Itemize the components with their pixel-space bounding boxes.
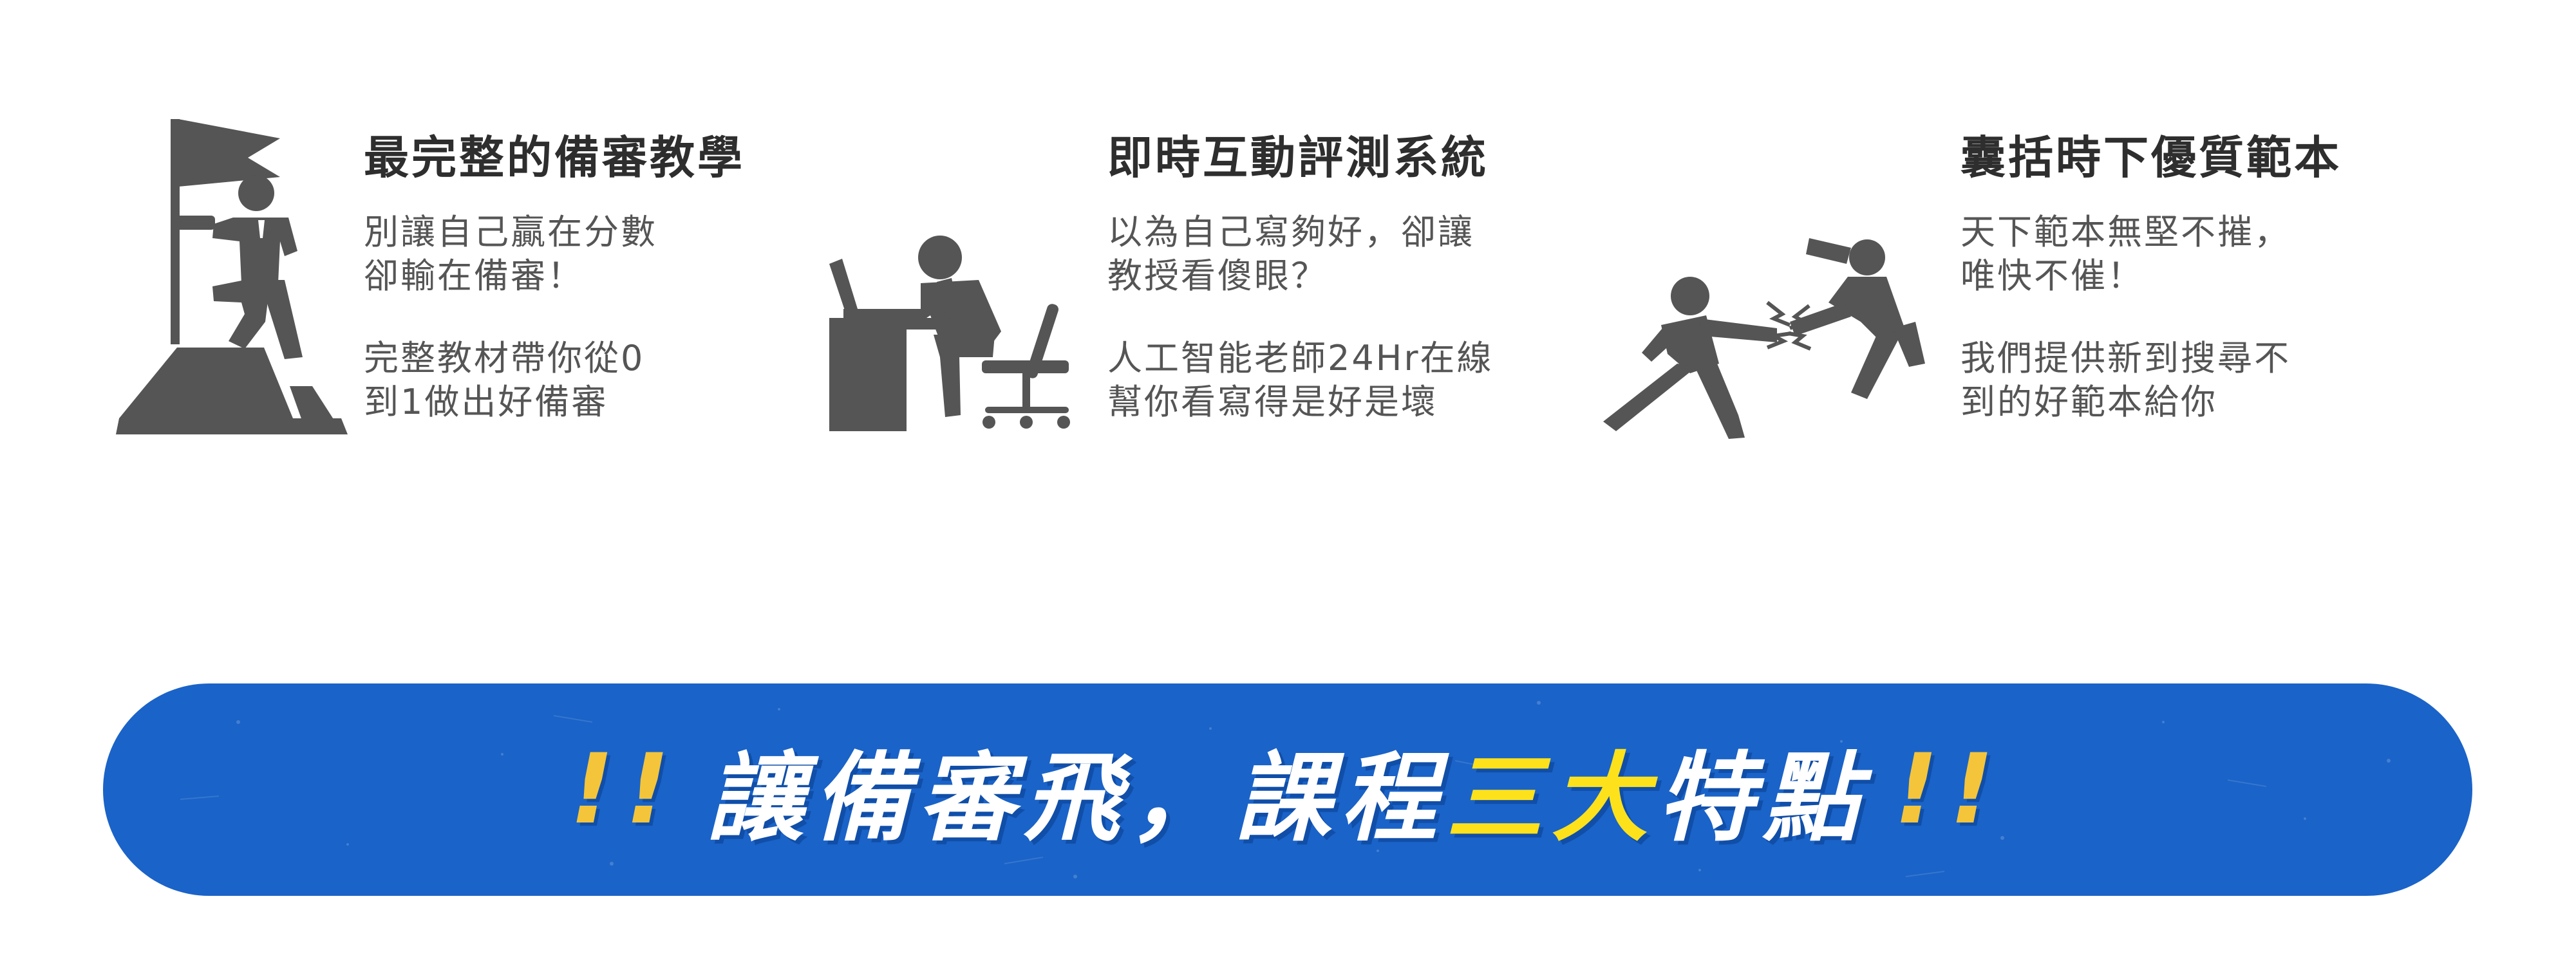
grunge-texture (180, 701, 2391, 878)
feature-line: 到1做出好備審 (364, 382, 608, 422)
feature-quality-samples: 囊括時下優質範本 天下範本無堅不摧， 唯快不催！ 我們提供新到搜尋不 到的好範本… (1590, 109, 2427, 470)
feature-title: 最完整的備審教學 (364, 131, 745, 184)
feature-complete-teaching: 最完整的備審教學 別讓自己贏在分數 卻輸在備審！ 完整教材帶你從0 到1做出好備… (116, 109, 792, 470)
feature-paragraph: 別讓自己贏在分數 卻輸在備審！ (364, 210, 745, 298)
feature-line: 教授看傻眼？ (1107, 255, 1328, 296)
feature-title: 即時互動評測系統 (1107, 131, 1489, 184)
feature-line: 到的好範本給你 (1960, 382, 2217, 422)
exclamation-left: !! (570, 734, 681, 846)
feature-line: 完整教材帶你從0 (364, 338, 645, 378)
exclamation-right: !! (1894, 734, 2006, 846)
feature-line: 天下範本無堅不摧， (1960, 212, 2291, 252)
feature-title: 囊括時下優質範本 (1960, 131, 2342, 184)
feature-line: 卻輸在備審！ (364, 255, 584, 296)
punch-fight-icon (1603, 238, 1925, 439)
desk-thinking-icon (829, 236, 1070, 431)
feature-paragraph: 人工智能老師24Hr在線 幫你看寫得是好是壞 (1107, 337, 1494, 424)
feature-paragraph: 天下範本無堅不摧， 唯快不催！ (1960, 210, 2342, 298)
feature-paragraph: 完整教材帶你從0 到1做出好備審 (364, 337, 745, 424)
flag-summit-icon (116, 119, 348, 434)
banner-highlight: 三大 (1445, 742, 1657, 855)
feature-paragraph: 我們提供新到搜尋不 到的好範本給你 (1960, 337, 2342, 424)
banner-text-after: 特點 (1657, 742, 1869, 855)
feature-line: 別讓自己贏在分數 (364, 212, 657, 252)
feature-line: 唯快不催！ (1960, 255, 2144, 296)
feature-line: 以為自己寫夠好，卻讓 (1107, 212, 1474, 252)
feature-interactive-evaluation: 即時互動評測系統 以為自己寫夠好，卻讓 教授看傻眼？ 人工智能老師24Hr在線 … (824, 109, 1565, 470)
feature-paragraph: 以為自己寫夠好，卻讓 教授看傻眼？ (1107, 210, 1494, 298)
features-banner: !! 讓備審飛，課程 三大 特點 !! (103, 683, 2472, 896)
banner-title: !! 讓備審飛，課程 三大 特點 !! (103, 683, 2472, 896)
feature-line: 人工智能老師24Hr在線 (1107, 338, 1494, 378)
feature-line: 我們提供新到搜尋不 (1960, 338, 2291, 378)
banner-text-before: 讓備審飛，課程 (706, 742, 1446, 855)
feature-line: 幫你看寫得是好是壞 (1107, 382, 1438, 422)
